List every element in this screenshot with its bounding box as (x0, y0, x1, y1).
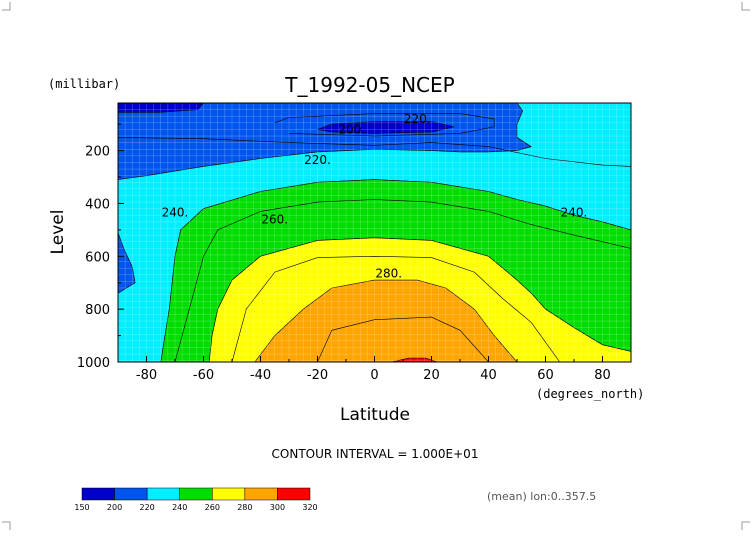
contour-label: 240. (162, 206, 189, 220)
x-tick-label: 20 (423, 368, 440, 383)
contour-label: 220. (404, 112, 431, 126)
y-tick-label: 1000 (77, 356, 110, 371)
footer-text: (mean) lon:0..357.5 (487, 490, 596, 503)
colorbar-swatch (244, 487, 278, 501)
colorbar-swatch (277, 487, 311, 501)
contour-region-8 (118, 103, 204, 113)
colorbar-swatch (179, 487, 213, 501)
contour-label: 280. (375, 266, 402, 280)
y-axis: 200 400 600 800 1000 (77, 123, 124, 371)
contour-region-2 (118, 232, 136, 294)
x-tick-label: 80 (594, 368, 611, 383)
contour-label: 260. (261, 212, 288, 226)
colorbar-swatch (114, 487, 148, 501)
contour-region-7 (316, 121, 455, 134)
x-axis-title: Latitude (340, 405, 410, 425)
contour-labels: 220. 200. 220. 240. 260. 240. 280. (162, 112, 588, 281)
colorbar-label: 300 (270, 503, 285, 512)
colorbar-label: 320 (302, 503, 317, 512)
colorbar: 150 200 220 240 260 280 300 320 (74, 487, 318, 512)
contour-region-5 (254, 279, 518, 362)
crop-marks (2, 2, 750, 530)
colorbar-swatch (212, 487, 246, 501)
colorbar-label: 220 (140, 503, 155, 512)
x-tick-label: 40 (480, 368, 497, 383)
colorbar-label: 200 (107, 503, 122, 512)
colorbar-swatch (81, 487, 115, 501)
crop-mark-bottom-left (2, 521, 11, 530)
y-units-label: (millibar) (48, 77, 120, 91)
colorbar-label: 260 (205, 503, 220, 512)
contour-label: 240. (561, 206, 588, 220)
y-tick-label: 800 (85, 303, 110, 318)
colorbar-label: 280 (237, 503, 252, 512)
crop-mark-bottom-right (741, 521, 750, 530)
contour-lines (118, 113, 631, 362)
x-tick-label: -40 (250, 368, 271, 383)
crop-mark-top-right (741, 2, 750, 11)
plot-area (118, 103, 631, 362)
contour-line-2 (231, 255, 561, 362)
contour-line-4 (118, 137, 631, 167)
y-tick-label: 400 (85, 197, 110, 212)
x-units-label: (degrees_north) (536, 387, 644, 401)
contour-line-1 (174, 199, 631, 362)
y-tick-label: 200 (85, 145, 110, 160)
x-tick-label: -20 (307, 368, 328, 383)
colorbar-swatch (146, 487, 180, 501)
contour-line-3 (317, 316, 489, 362)
contour-line-0 (274, 113, 495, 137)
colorbar-label: 240 (172, 503, 187, 512)
y-axis-title: Level (48, 210, 68, 255)
x-tick-label: 0 (370, 368, 378, 383)
y-tick-label: 600 (85, 250, 110, 265)
contour-label: 220. (304, 153, 331, 167)
x-axis: -80 -60 -40 -20 0 20 40 60 80 (117, 356, 632, 383)
colorbar-label: 150 (74, 503, 89, 512)
contour-label: 200. (338, 122, 365, 136)
crop-mark-top-left (2, 2, 11, 11)
x-tick-label: 60 (537, 368, 554, 383)
x-tick-label: -60 (193, 368, 214, 383)
plot-grid (118, 103, 631, 362)
contour-interval-text: CONTOUR INTERVAL = 1.000E+01 (272, 447, 479, 461)
x-tick-label: -80 (136, 368, 157, 383)
chart-title: T_1992-05_NCEP (284, 73, 454, 97)
